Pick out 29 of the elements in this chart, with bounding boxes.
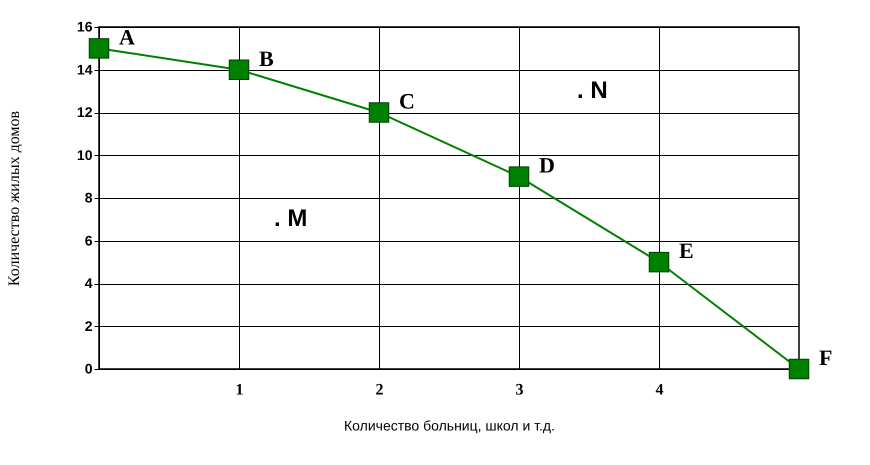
annotation: . N	[577, 77, 608, 104]
annotation: C	[399, 88, 415, 114]
annotation: A	[119, 24, 135, 50]
x-tick-label: 1	[236, 382, 244, 398]
y-tick-label: 4	[84, 275, 93, 291]
y-tick-label: 14	[76, 61, 93, 78]
y-tick-label: 8	[84, 190, 93, 206]
annotation: . M	[274, 205, 308, 232]
y-tick-label: 12	[76, 104, 93, 120]
annotation: B	[259, 46, 274, 71]
point	[228, 60, 250, 80]
point	[508, 166, 530, 187]
y-axis-title: Количество жилых домов	[6, 110, 23, 286]
point	[648, 252, 670, 272]
annotation: E	[679, 238, 694, 264]
x-tick-label: 4	[656, 382, 664, 398]
annotation: F	[819, 345, 832, 370]
point	[88, 38, 110, 59]
annotation: D	[539, 152, 555, 178]
y-tick-label: 0	[84, 360, 93, 376]
y-tick-label: 6	[84, 232, 93, 248]
y-tick-label: 16	[76, 18, 93, 34]
x-axis-title: Количество больниц, школ и т.д.	[344, 418, 555, 434]
point	[368, 102, 390, 123]
y-tick-label: 2	[84, 318, 93, 334]
point	[788, 358, 810, 380]
x-tick-label: 3	[516, 382, 524, 398]
x-tick-label: 2	[376, 382, 384, 398]
y-tick-label: 10	[76, 146, 93, 163]
